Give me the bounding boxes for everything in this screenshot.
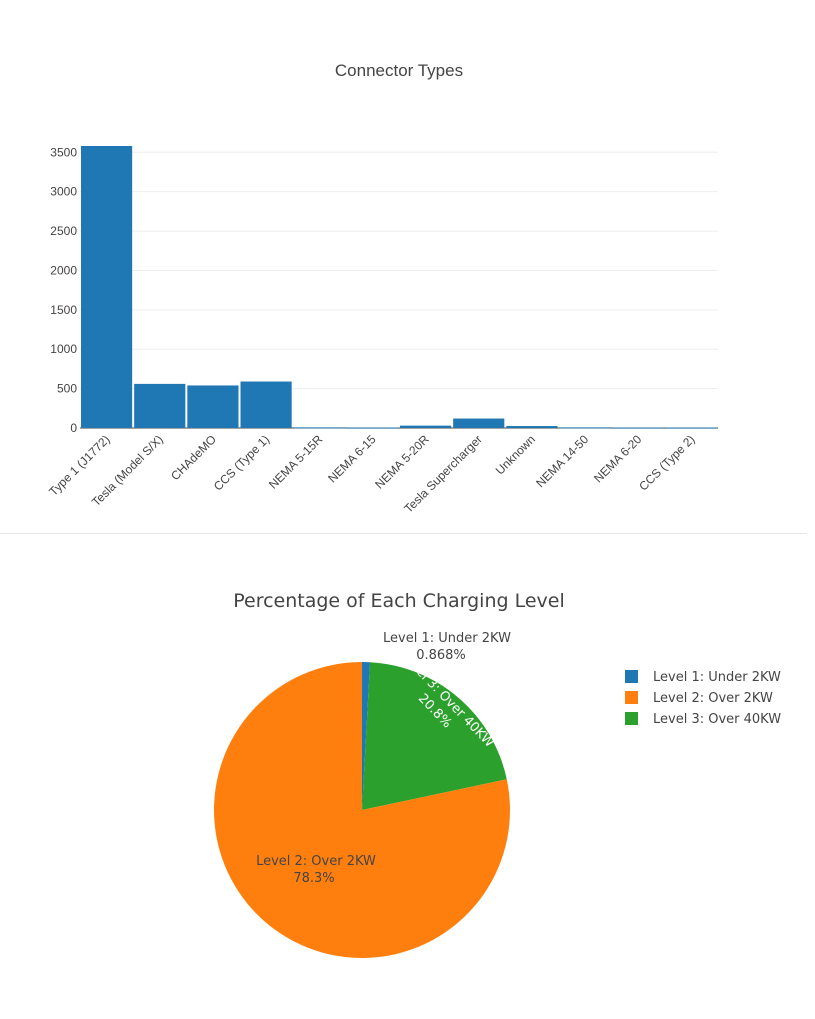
pie-slice[interactable] <box>214 662 511 958</box>
x-tick-label: NEMA 14-50 <box>533 432 591 490</box>
legend-label[interactable]: Level 2: Over 2KW <box>653 691 773 706</box>
bar[interactable] <box>240 381 292 428</box>
pie-slice[interactable] <box>362 662 507 810</box>
bar[interactable] <box>665 427 717 429</box>
pie-slices <box>214 662 511 958</box>
legend-swatch[interactable] <box>625 712 638 725</box>
bar-chart-title: Connector Types <box>335 61 463 80</box>
bar[interactable] <box>559 427 611 429</box>
x-tick-label: CCS (Type 1) <box>211 432 272 493</box>
legend-label[interactable]: Level 3: Over 40KW <box>653 712 781 727</box>
y-tick-label: 2500 <box>50 224 77 238</box>
pie-label-name: Level 1: Under 2KW <box>383 631 511 646</box>
legend-swatch[interactable] <box>625 670 638 683</box>
x-tick-label: NEMA 6-20 <box>591 432 645 486</box>
bar[interactable] <box>506 426 558 428</box>
y-tick-label: 1500 <box>50 303 77 317</box>
legend-label[interactable]: Level 1: Under 2KW <box>653 670 781 685</box>
charging-level-chart: Percentage of Each Charging Level Level … <box>214 590 781 958</box>
x-tick-label: CHAdeMO <box>168 432 219 483</box>
bar-chart-x-axis: Type 1 (J1772)Tesla (Model S/X) CHAdeMOCC… <box>46 432 697 516</box>
bar[interactable] <box>134 383 186 428</box>
bar-chart-gridlines <box>80 151 718 429</box>
connector-types-chart: Connector Types 0 500 1000 1500 2000 2500 3000… <box>46 61 718 516</box>
y-tick-label: 3000 <box>50 185 77 199</box>
pie-label-name: Level 2: Over 2KW <box>256 854 376 869</box>
x-tick-label: CCS (Type 2) <box>636 432 697 493</box>
bar-chart-y-axis: 0 500 1000 1500 2000 2500 3000 3500 <box>50 145 77 435</box>
x-tick-label: NEMA 5-20R <box>372 432 432 492</box>
y-tick-label: 1000 <box>50 342 77 356</box>
bar[interactable] <box>453 418 505 428</box>
bar[interactable] <box>187 385 239 428</box>
pie-chart-title: Percentage of Each Charging Level <box>233 590 565 612</box>
bar-chart-bars <box>81 146 717 429</box>
y-tick-label: 500 <box>57 382 77 396</box>
legend-swatch[interactable] <box>625 691 638 704</box>
y-tick-label: 3500 <box>50 145 77 159</box>
x-tick-label: Unknown <box>493 432 538 477</box>
x-tick-label: NEMA 6-15 <box>325 432 379 486</box>
bar[interactable] <box>346 427 398 429</box>
x-tick-label: NEMA 5-15R <box>266 432 326 492</box>
pie-label-percent: 0.868% <box>416 648 466 663</box>
bar[interactable] <box>612 427 664 429</box>
bar[interactable] <box>293 427 345 429</box>
y-tick-label: 2000 <box>50 263 77 277</box>
pie-slice[interactable] <box>362 662 371 810</box>
bar[interactable] <box>81 146 133 428</box>
chart-divider <box>0 533 807 534</box>
pie-legend[interactable]: Level 1: Under 2KW Level 2: Over 2KW Level… <box>625 670 781 727</box>
pie-label-percent: 78.3% <box>293 871 334 886</box>
bar[interactable] <box>400 425 452 428</box>
y-tick-label: 0 <box>70 421 77 435</box>
